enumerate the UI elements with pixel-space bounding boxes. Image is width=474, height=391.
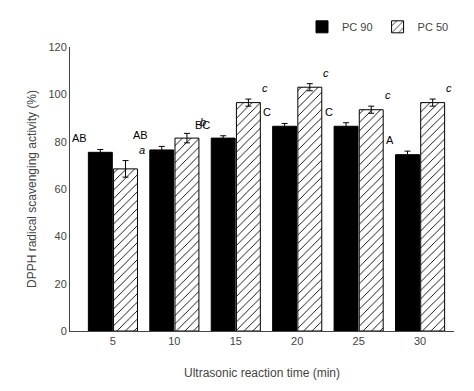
svg-text:120: 120 [48,41,66,53]
svg-text:C: C [325,106,333,118]
svg-text:30: 30 [414,335,426,347]
svg-text:b: b [200,116,206,128]
svg-text:80: 80 [55,136,67,148]
svg-text:AB: AB [133,129,148,141]
svg-text:C: C [263,106,271,118]
svg-text:10: 10 [168,335,180,347]
svg-text:PC 90: PC 90 [342,21,373,33]
svg-text:40: 40 [55,230,67,242]
svg-text:100: 100 [48,88,66,100]
svg-text:AB: AB [72,132,87,144]
svg-text:A: A [386,134,394,146]
svg-text:5: 5 [110,335,116,347]
svg-text:20: 20 [55,278,67,290]
svg-text:a: a [139,144,145,156]
svg-text:20: 20 [291,335,303,347]
svg-text:Ultrasonic reaction time (min): Ultrasonic reaction time (min) [184,366,340,380]
svg-text:60: 60 [55,183,67,195]
svg-text:PC 50: PC 50 [418,21,449,33]
svg-text:c: c [385,89,391,101]
svg-text:c: c [323,67,329,79]
svg-text:c: c [262,82,268,94]
svg-text:25: 25 [353,335,365,347]
svg-text:0: 0 [61,325,67,337]
svg-text:BC: BC [195,119,210,131]
svg-text:c: c [446,82,452,94]
svg-text:DPPH radical scavenging activi: DPPH radical scavenging activity (%) [25,90,39,288]
svg-text:15: 15 [230,335,242,347]
